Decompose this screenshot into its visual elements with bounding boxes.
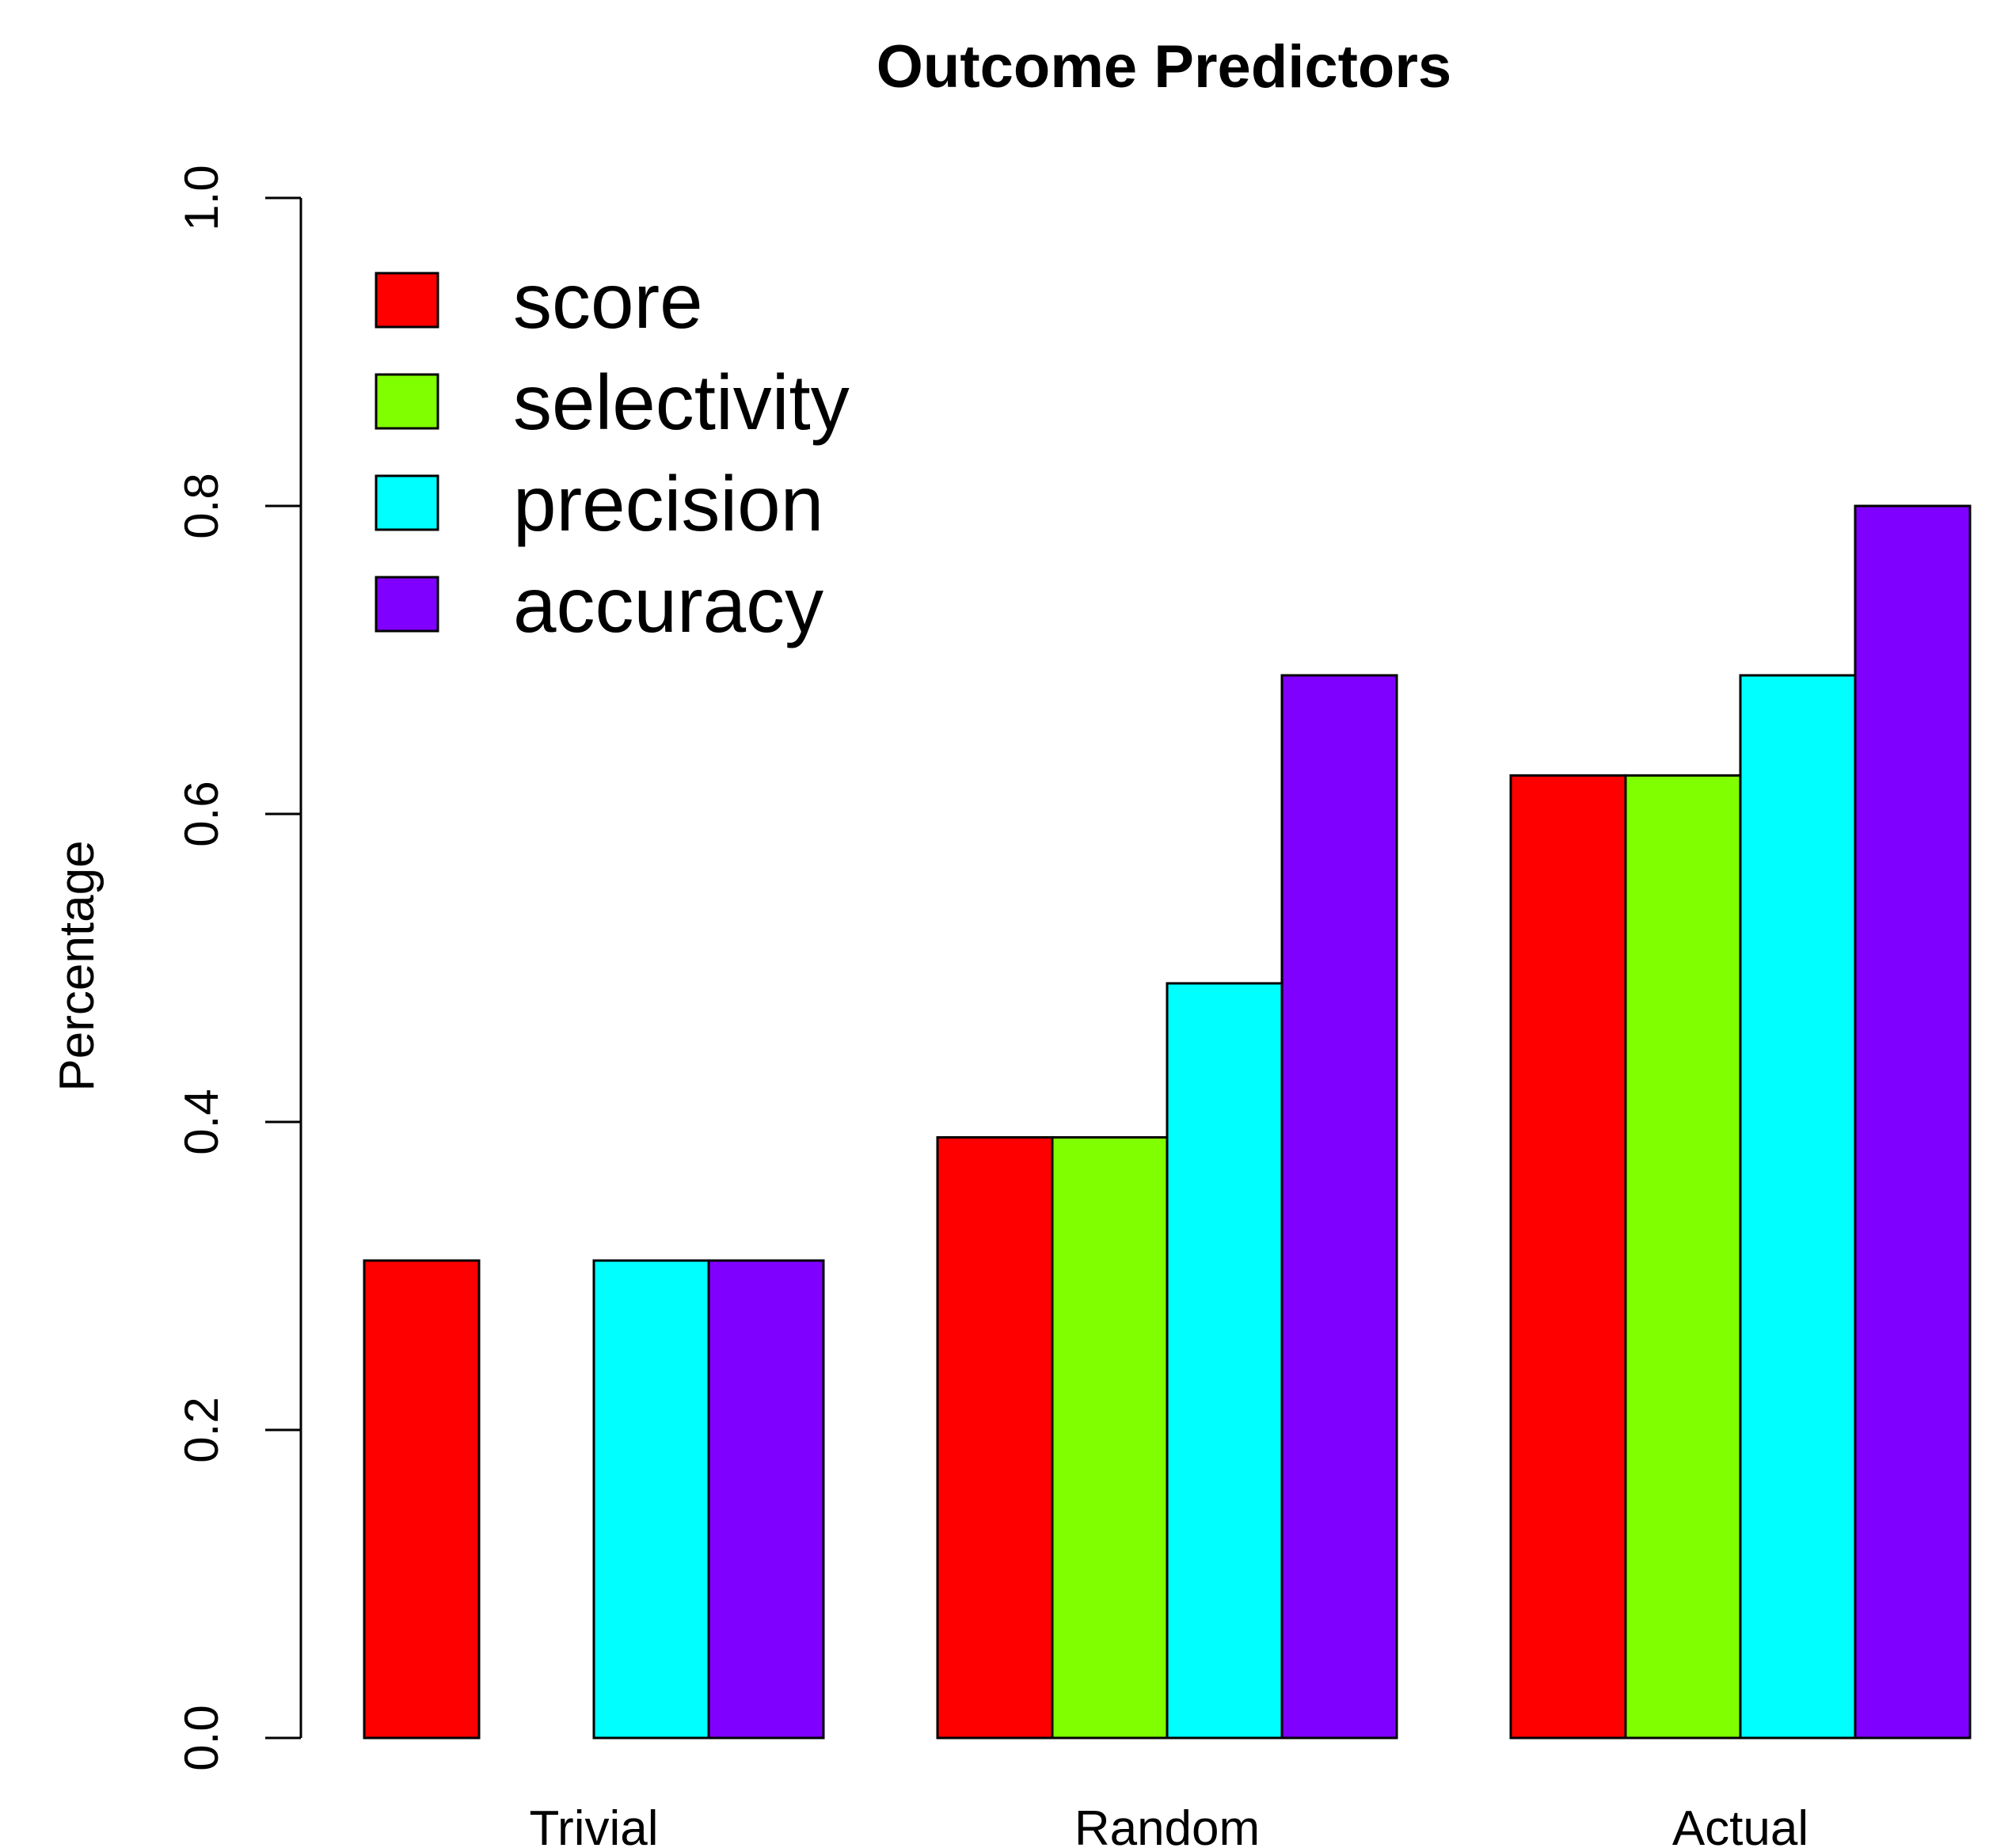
x-category-label: Trivial bbox=[529, 1801, 658, 1848]
legend-label-precision: precision bbox=[513, 460, 823, 547]
legend-swatch-accuracy bbox=[375, 576, 439, 633]
bar-selectivity-actual bbox=[1624, 774, 1742, 1740]
y-tick-label: 0.2 bbox=[175, 1397, 228, 1462]
x-category-label: Random bbox=[1074, 1801, 1260, 1848]
bar-precision-random bbox=[1166, 982, 1284, 1740]
y-tick-label: 1.0 bbox=[175, 165, 228, 230]
bar-accuracy-actual bbox=[1854, 504, 1972, 1740]
bar-accuracy-random bbox=[1280, 674, 1398, 1740]
bar-score-trivial bbox=[363, 1259, 481, 1740]
bar-score-actual bbox=[1509, 774, 1627, 1740]
y-tick-label: 0.4 bbox=[175, 1089, 228, 1154]
x-axis-labels: Trivial Random Actual bbox=[529, 1801, 1808, 1848]
legend-label-accuracy: accuracy bbox=[513, 561, 823, 648]
x-category-label: Actual bbox=[1672, 1801, 1808, 1848]
legend-swatch-precision bbox=[375, 474, 439, 531]
y-axis-label: Percentage bbox=[50, 840, 105, 1091]
bars bbox=[363, 504, 1972, 1740]
chart-title: Outcome Predictors bbox=[877, 33, 1451, 101]
bar-precision-actual bbox=[1739, 674, 1857, 1740]
bar-precision-trivial bbox=[592, 1259, 710, 1740]
y-tick-label: 0.0 bbox=[175, 1705, 228, 1770]
y-tick-label: 0.8 bbox=[175, 473, 228, 538]
y-tick-label: 0.6 bbox=[175, 781, 228, 846]
legend-swatch-selectivity bbox=[375, 373, 439, 430]
bar-accuracy-trivial bbox=[707, 1259, 825, 1740]
bar-score-random bbox=[936, 1135, 1054, 1740]
bar-selectivity-random bbox=[1051, 1135, 1169, 1740]
legend-label-selectivity: selectivity bbox=[513, 359, 850, 446]
legend-label-score: score bbox=[513, 257, 703, 344]
legend: score selectivity precision accuracy bbox=[375, 257, 850, 648]
legend-swatch-score bbox=[375, 272, 439, 329]
y-axis: 0.0 0.2 0.4 0.6 0.8 1.0 bbox=[175, 165, 302, 1771]
